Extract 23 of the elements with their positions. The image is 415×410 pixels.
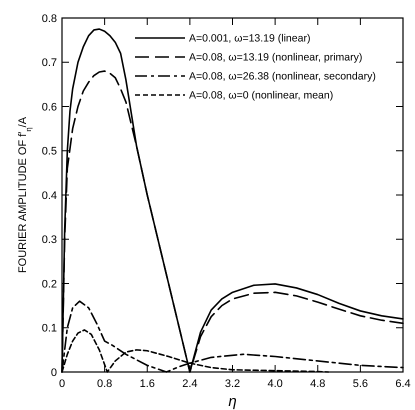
x-axis-title: η (228, 393, 237, 410)
y-tick-label: 0.3 (42, 234, 57, 246)
y-tick-label: 0.6 (42, 101, 57, 114)
y-tick-label: 0 (50, 366, 57, 379)
x-tick-label: 0.8 (96, 378, 112, 390)
legend-label: A=0.001, ω=13.19 (linear) (189, 32, 310, 45)
y-tick-label: 0.5 (42, 146, 57, 158)
x-tick-label: 0 (58, 378, 66, 390)
x-tick-label: 5.6 (352, 378, 368, 390)
x-tick-label: 2.4 (182, 378, 198, 390)
legend-label: A=0.08, ω=26.38 (nonlinear, secondary) (189, 70, 376, 83)
x-tick-label: 4.0 (267, 378, 283, 390)
legend-label: A=0.08, ω=13.19 (nonlinear, primary) (189, 52, 362, 64)
legend-label: A=0.08, ω=0 (nonlinear, mean) (189, 90, 334, 102)
y-tick-label: 0.1 (42, 322, 57, 335)
y-tick-label: 0.7 (42, 57, 57, 70)
x-tick-label: 6.4 (395, 378, 411, 390)
x-tick-label: 3.2 (224, 378, 240, 390)
y-tick-label: 0.8 (42, 12, 57, 25)
x-tick-label: 4.8 (310, 378, 326, 390)
y-tick-label: 0.2 (42, 278, 57, 290)
x-tick-label: 1.6 (140, 378, 155, 390)
y-tick-label: 0.4 (42, 190, 57, 202)
